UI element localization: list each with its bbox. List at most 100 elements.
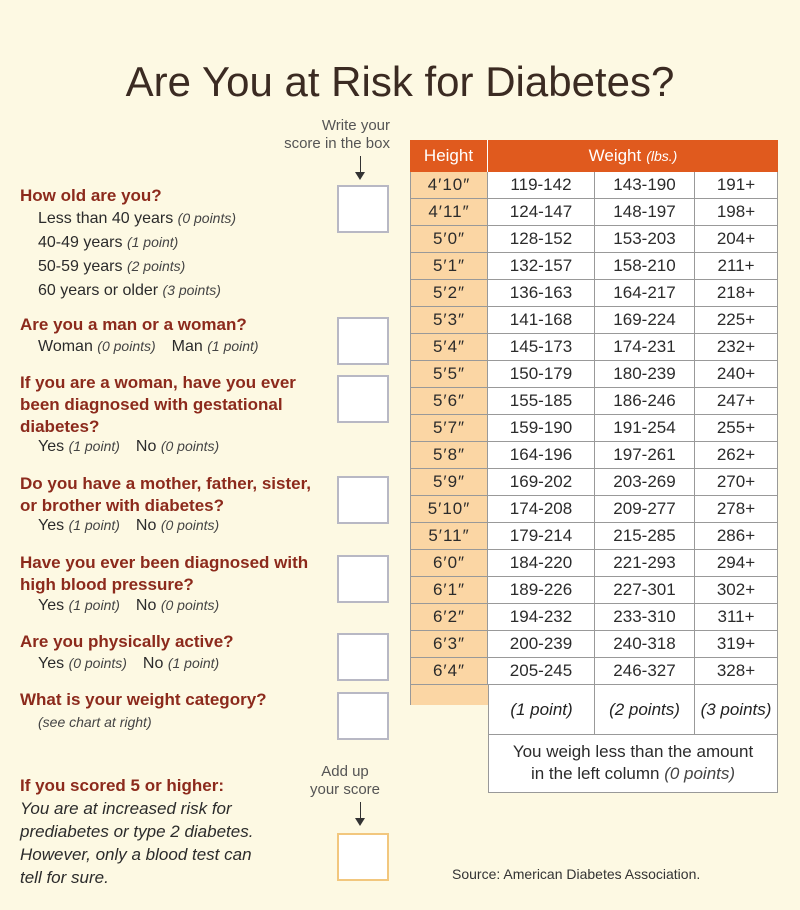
option-points: (0 points) [160,517,220,533]
weight-cell: 200-239 [488,631,595,658]
height-cell: 6′1″ [410,577,488,604]
arrow-head [355,818,365,826]
weight-cell: 164-217 [595,280,695,307]
option-label: Yes [38,597,65,614]
score-box [337,555,389,603]
result-heading: If you scored 5 or higher: [20,776,225,795]
total-box [337,833,389,881]
weight-cell: 278+ [695,496,778,523]
score-box [337,317,389,365]
weight-cell: 169-202 [488,469,595,496]
option-points: (1 point) [68,597,120,613]
height-cell: 5′8″ [410,442,488,469]
option-label: Yes [38,438,65,455]
height-cell: 5′5″ [410,361,488,388]
option-line: Woman (0 points) Man (1 point) [38,338,259,356]
weight-cell: 233-310 [595,604,695,631]
option-line: Less than 40 years (0 points) [38,210,236,228]
option-line: 50-59 years (2 points) [38,258,185,276]
option-label: 50-59 years [38,258,123,275]
weight-cell: 225+ [695,307,778,334]
option-label: 60 years or older [38,282,159,299]
title: Are You at Risk for Diabetes? [125,58,675,105]
weight-cell: 153-203 [595,226,695,253]
add-up: Add up [321,763,369,780]
weight-cell: 197-261 [595,442,695,469]
height-cell: 5′7″ [410,415,488,442]
score-box [337,476,389,524]
height-cell: 6′2″ [410,604,488,631]
arrow [360,156,361,174]
option-points: (1 point) [68,438,120,454]
weight-cell: 328+ [695,658,778,685]
weight-cell: 247+ [695,388,778,415]
height-cell: 6′3″ [410,631,488,658]
option-points: (0 points) [97,338,156,354]
weight-cell: 159-190 [488,415,595,442]
score-box [337,692,389,740]
option-label: No [135,597,157,614]
result-body: You are at increased risk for prediabete… [20,799,254,887]
option-points: (0 points) [68,655,127,671]
weight-cell: 270+ [695,469,778,496]
footer-cell: You weigh less than the amount in the le… [488,735,778,793]
option-line: Yes (1 point) No (0 points) [38,597,219,615]
option: Woman (0 points) [38,338,156,355]
weight-cell: 164-196 [488,442,595,469]
height-cell: 4′11″ [410,199,488,226]
weight-cell: 286+ [695,523,778,550]
weight-cell: 218+ [695,280,778,307]
option-label: No [142,655,164,672]
arrow-head [355,172,365,180]
weight-cell: 143-190 [595,172,695,199]
question: Do you have a mother, father, sister, or… [20,474,311,515]
option: 60 years or older (3 points) [38,282,221,299]
option: No (0 points) [136,597,219,614]
option-line: Yes (1 point) No (0 points) [38,517,219,535]
weight-cell: 184-220 [488,550,595,577]
option-label: Man [171,338,203,355]
option: No (0 points) [136,438,219,455]
option-points: (2 points) [126,258,186,274]
weight-cell: 141-168 [488,307,595,334]
question: Are you physically active? [20,632,234,651]
weight-cell: 174-208 [488,496,595,523]
weight-cell: 215-285 [595,523,695,550]
footer-text: You weigh less than the amount in the le… [512,742,754,783]
weight-cell: 221-293 [595,550,695,577]
option: Less than 40 years (0 points) [38,210,236,227]
weight-cell: 145-173 [488,334,595,361]
weight-cell: 136-163 [488,280,595,307]
points-cell: (2 points) [595,685,695,735]
header-unit: (lbs.) [646,148,678,164]
weight-cell: 174-231 [595,334,695,361]
option-label: Yes [38,655,65,672]
option-label: Woman [38,338,93,355]
height-cell [410,685,488,705]
option-points: (0 points) [177,210,237,226]
weight-cell: 191+ [695,172,778,199]
weight-cell: 119-142 [488,172,595,199]
weight-cell: 302+ [695,577,778,604]
option: Yes (1 point) [38,597,120,614]
weight-cell: 124-147 [488,199,595,226]
weight-cell: 198+ [695,199,778,226]
question: How old are you? [20,186,162,205]
option-line: 40-49 years (1 point) [38,234,178,252]
option: Yes (1 point) [38,438,120,455]
arrow [360,802,361,820]
height-cell: 5′4″ [410,334,488,361]
height-cell: 6′0″ [410,550,488,577]
option-points: (0 points) [160,597,220,613]
header-weight-label: Weight [588,146,642,165]
option: Yes (0 points) [38,655,127,672]
option: Yes (1 point) [38,517,120,534]
weight-cell: 128-152 [488,226,595,253]
option-label: 40-49 years [38,234,123,251]
question: Have you ever been diagnosed with high b… [20,553,309,594]
question: If you are a woman, have you ever been d… [20,373,296,436]
question-note: (see chart at right) [38,714,152,730]
option: No (0 points) [136,517,219,534]
score-box [337,633,389,681]
weight-cell: 204+ [695,226,778,253]
